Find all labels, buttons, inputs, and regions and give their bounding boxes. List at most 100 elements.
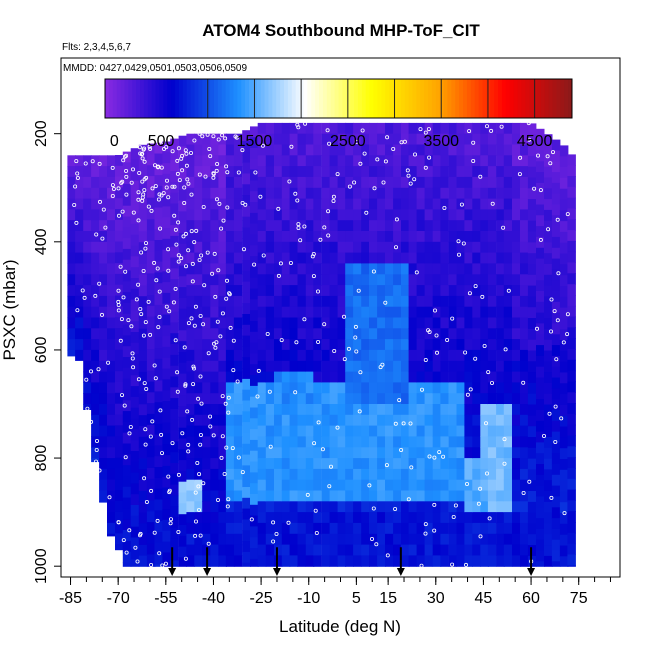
heatmap-cell <box>345 393 354 405</box>
heatmap-cell <box>265 533 275 546</box>
sample-point <box>216 137 221 142</box>
heatmap-cell <box>361 447 370 459</box>
sample-point <box>432 308 437 313</box>
heatmap-cell <box>551 193 561 206</box>
heatmap-cell <box>503 263 513 275</box>
heatmap-cell <box>464 122 473 135</box>
colorbar-segment <box>178 79 184 118</box>
heatmap-cell <box>393 512 402 524</box>
heatmap-cell <box>225 328 235 340</box>
heatmap-cell <box>385 241 394 254</box>
heatmap-cell <box>361 360 370 373</box>
heatmap-cell <box>527 523 537 535</box>
heatmap-cell <box>91 393 100 405</box>
heatmap-cell <box>337 252 347 264</box>
heatmap-cell <box>225 436 235 448</box>
sample-point <box>116 308 121 313</box>
sample-point <box>423 165 428 170</box>
heatmap-cell <box>115 241 124 253</box>
heatmap-cell <box>170 279 179 291</box>
colorbar-segment <box>136 79 141 118</box>
heatmap-cell <box>313 458 322 470</box>
heatmap-cell <box>456 393 465 405</box>
heatmap-cell <box>225 533 235 546</box>
heatmap-cell <box>170 300 179 313</box>
heatmap-cell <box>464 231 473 243</box>
heatmap-cell <box>385 522 394 535</box>
heatmap-cell <box>527 501 537 514</box>
heatmap-cell <box>337 241 347 254</box>
heatmap-cell <box>170 192 179 205</box>
heatmap-cell <box>464 533 473 546</box>
heatmap-cell <box>480 209 489 221</box>
heatmap-cell <box>75 209 84 221</box>
heatmap-cell <box>559 513 569 525</box>
heatmap-cell <box>186 555 195 567</box>
heatmap-cell <box>250 472 259 484</box>
heatmap-cell <box>202 306 211 319</box>
heatmap-cell <box>353 414 362 427</box>
heatmap-cell <box>385 285 394 297</box>
heatmap-cell <box>297 274 306 286</box>
sample-point <box>116 520 121 525</box>
heatmap-cell <box>186 393 195 405</box>
heatmap-cell <box>162 422 171 434</box>
heatmap-cell <box>305 458 315 470</box>
sample-point <box>294 340 299 345</box>
heatmap-cell <box>305 122 315 135</box>
heatmap-cell <box>233 458 243 470</box>
heatmap-cell <box>480 317 489 329</box>
heatmap-cell <box>313 317 322 329</box>
heatmap-cell <box>393 404 402 416</box>
heatmap-cell <box>472 306 481 319</box>
heatmap-cell <box>353 317 362 329</box>
sample-point <box>205 250 210 255</box>
heatmap-cell <box>472 404 481 416</box>
heatmap-cell <box>242 141 251 153</box>
sample-point <box>147 144 152 149</box>
heatmap-cell <box>289 544 299 556</box>
sample-point <box>158 408 163 413</box>
heatmap-cell <box>496 512 505 524</box>
sample-point <box>414 270 419 275</box>
heatmap-cell <box>393 274 402 286</box>
heatmap-cell <box>202 133 211 146</box>
heatmap-cell <box>242 378 251 391</box>
heatmap-cell <box>91 241 100 254</box>
heatmap-cell <box>401 501 410 513</box>
heatmap-cell <box>130 321 140 333</box>
heatmap-cell <box>297 425 306 437</box>
heatmap-cell <box>162 206 171 218</box>
sample-point <box>393 421 398 426</box>
heatmap-cell <box>401 274 410 286</box>
heatmap-cell <box>369 176 378 189</box>
heatmap-cell <box>218 414 227 427</box>
heatmap-cell <box>154 250 163 263</box>
sample-point <box>139 152 144 157</box>
heatmap-cell <box>265 339 275 351</box>
heatmap-cell <box>345 176 354 189</box>
heatmap-cell <box>337 501 347 513</box>
heatmap-cell <box>99 414 108 427</box>
colorbar-segment <box>280 79 285 118</box>
heatmap-cell <box>512 274 521 286</box>
heatmap-cell <box>456 187 465 200</box>
heatmap-cell <box>130 429 140 441</box>
heatmap-cell <box>472 425 481 437</box>
heatmap-cell <box>408 436 418 448</box>
heatmap-cell <box>233 382 243 394</box>
heatmap-cell <box>225 317 235 329</box>
sample-point <box>352 180 357 185</box>
heatmap-cell <box>250 331 259 344</box>
heatmap-cell <box>250 461 259 473</box>
heatmap-cell <box>305 533 315 546</box>
colorbar-segment <box>494 79 499 118</box>
heatmap-cell <box>416 544 426 556</box>
heatmap-cell <box>377 425 386 437</box>
heatmap-cell <box>424 285 434 297</box>
sample-point <box>159 165 164 170</box>
heatmap-cell <box>464 166 473 178</box>
heatmap-cell <box>377 241 386 254</box>
heatmap-cell <box>503 176 513 189</box>
heatmap-cell <box>329 490 339 502</box>
